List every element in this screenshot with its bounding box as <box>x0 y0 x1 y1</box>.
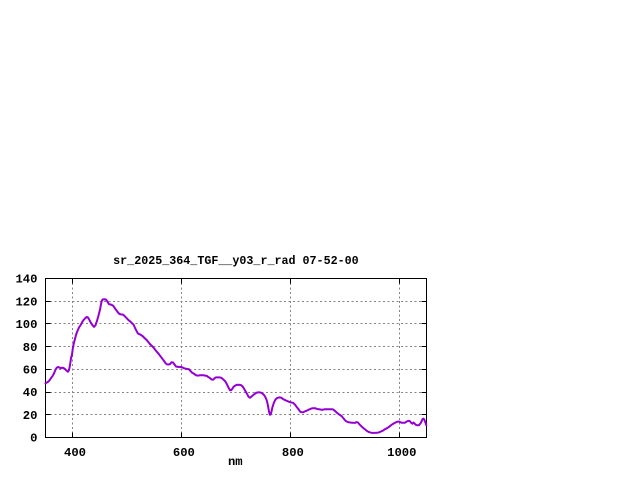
svg-text:800: 800 <box>282 446 304 460</box>
svg-text:100: 100 <box>15 318 37 332</box>
svg-text:60: 60 <box>23 364 38 378</box>
svg-text:140: 140 <box>15 273 37 287</box>
svg-text:40: 40 <box>23 386 38 400</box>
svg-text:120: 120 <box>15 295 37 309</box>
svg-text:sr_2025_364_TGF__y03_r_rad 07-: sr_2025_364_TGF__y03_r_rad 07-52-00 <box>113 254 358 268</box>
svg-text:nm: nm <box>228 455 243 469</box>
svg-text:20: 20 <box>23 409 38 423</box>
svg-text:1000: 1000 <box>387 446 416 460</box>
svg-text:0: 0 <box>30 432 37 446</box>
svg-text:600: 600 <box>173 446 195 460</box>
svg-text:80: 80 <box>23 341 38 355</box>
svg-text:400: 400 <box>64 446 86 460</box>
